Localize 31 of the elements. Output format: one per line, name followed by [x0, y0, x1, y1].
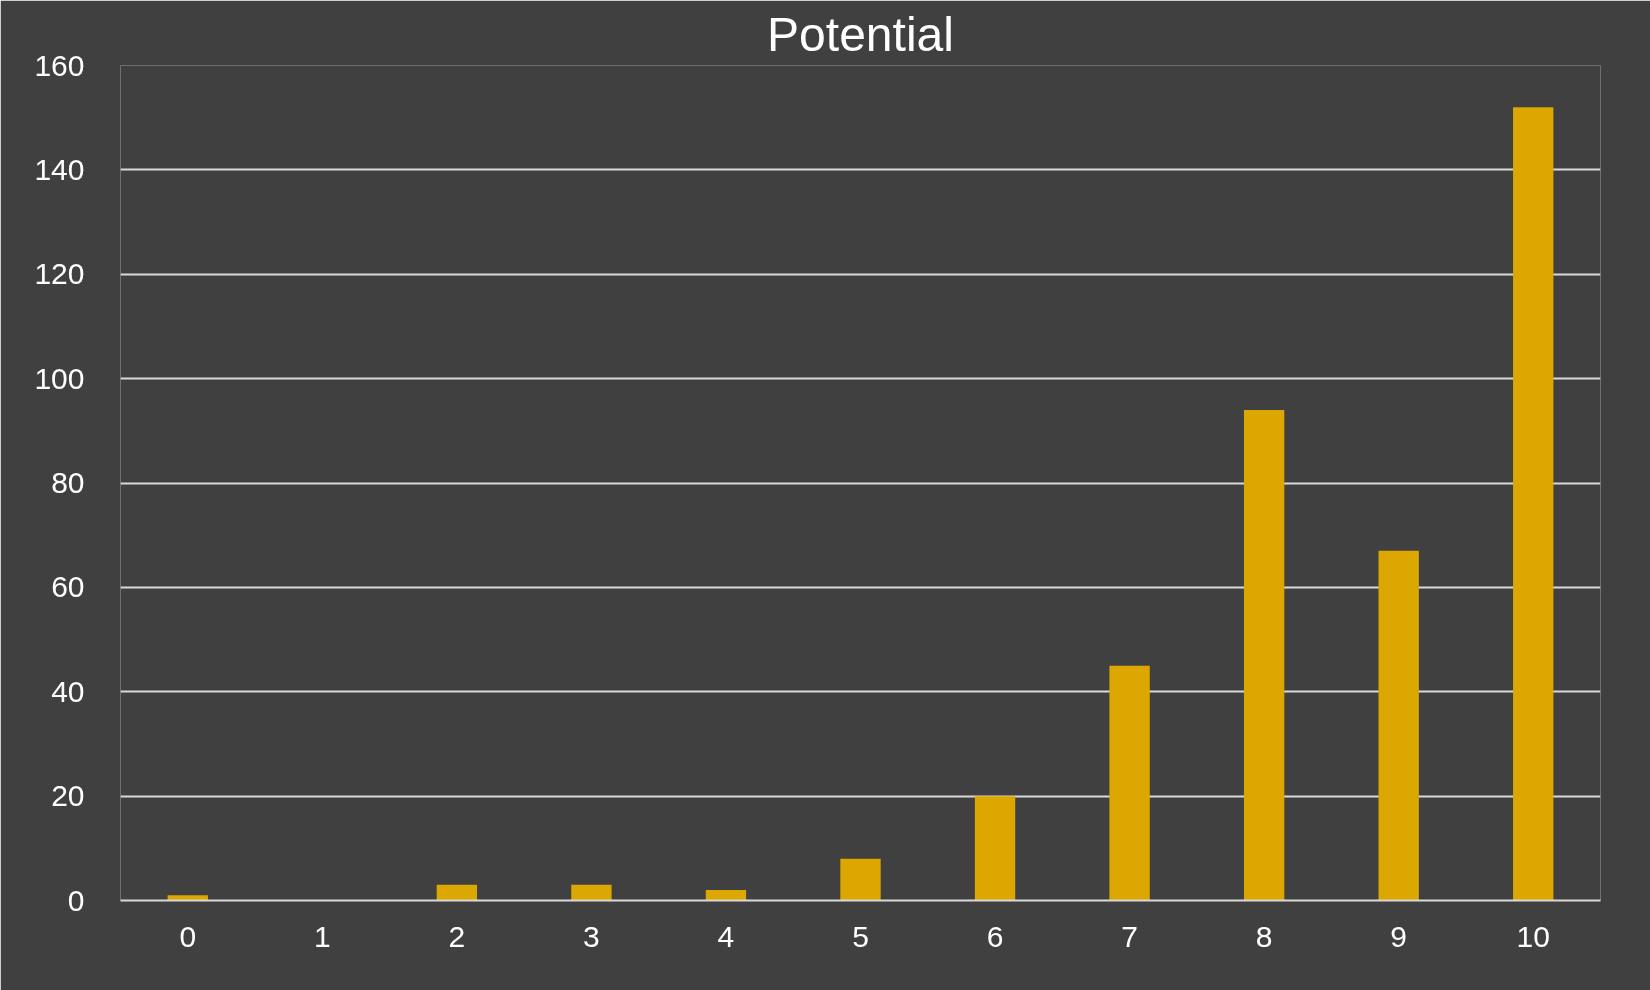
bar: [1243, 409, 1285, 901]
x-tick-label: 5: [852, 919, 869, 953]
bar: [705, 890, 747, 901]
x-tick-label: 9: [1390, 919, 1408, 953]
y-tick-label: 20: [51, 779, 85, 813]
bar: [840, 858, 881, 901]
x-tick-label: 3: [583, 919, 600, 953]
bar: [436, 884, 478, 901]
y-tick-label: 160: [34, 48, 85, 82]
x-tick-label: 7: [1121, 919, 1138, 953]
bar: [1378, 550, 1419, 901]
y-tick-label: 0: [67, 883, 85, 917]
x-tick-label: 2: [448, 919, 466, 953]
y-tick-label: 140: [34, 152, 85, 186]
bar: [571, 884, 612, 901]
y-tick-label: 80: [51, 466, 85, 499]
x-tick-label: 8: [1255, 919, 1273, 953]
bar: [1109, 665, 1150, 901]
chart-title: Potential: [767, 7, 954, 61]
bar: [1513, 107, 1554, 901]
y-tick-label: 100: [34, 361, 85, 395]
x-tick-label: 10: [1516, 919, 1550, 953]
bar: [974, 796, 1016, 901]
bar: [167, 895, 208, 901]
x-tick-label: 1: [313, 919, 331, 953]
y-tick-label: 60: [51, 570, 85, 604]
x-tick-label: 6: [986, 919, 1004, 953]
y-tick-label: 120: [34, 257, 85, 291]
y-tick-label: 40: [51, 674, 85, 708]
x-tick-label: 0: [179, 919, 197, 953]
x-tick-label: 4: [717, 919, 735, 953]
